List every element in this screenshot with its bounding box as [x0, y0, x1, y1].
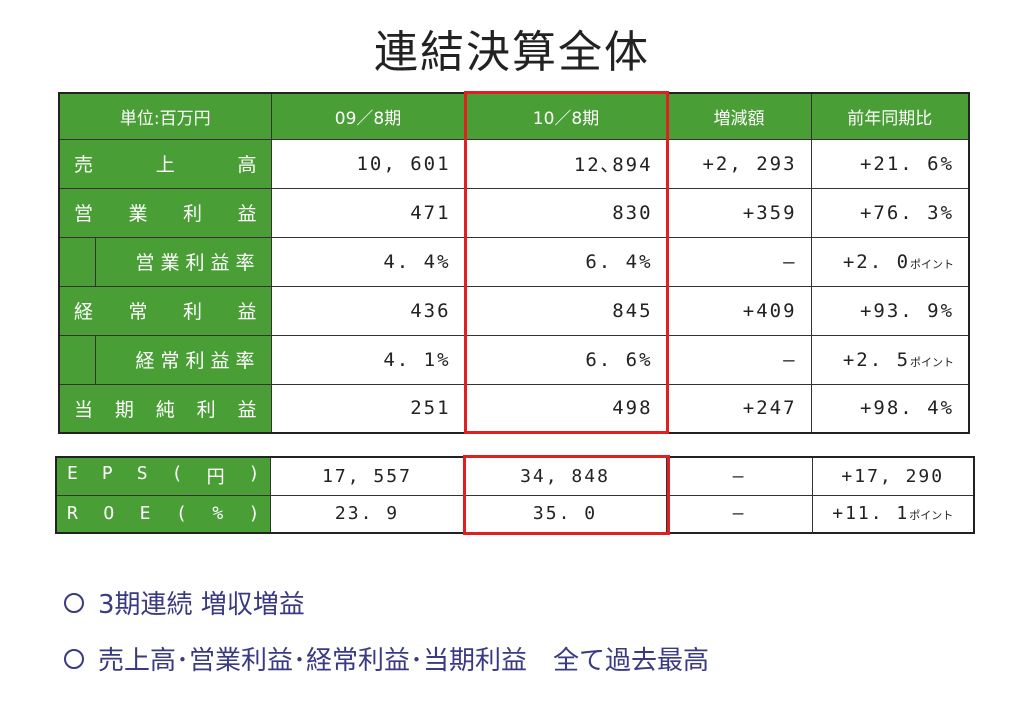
cell-yoy: +93. 9%: [810, 285, 970, 336]
cell-yoy: +98. 4%: [810, 383, 970, 434]
cell-yoy: +2. 5ポイント: [810, 334, 970, 385]
label-char: ): [248, 463, 260, 485]
cell-10: 830: [464, 187, 668, 238]
label-char: 益: [237, 398, 257, 421]
row-label: E P S ( 円): [55, 456, 271, 496]
label-char: %: [212, 503, 224, 525]
bullet-2: 売上高･営業利益･経常利益･当期利益 全て過去最高: [64, 640, 709, 677]
label-char: 益: [237, 301, 257, 323]
point-suffix: ポイント: [909, 509, 954, 523]
label-char: 常: [128, 301, 148, 323]
table-row: 営 業 利 益 471 830 +359 +76. 3%: [58, 187, 970, 238]
label-char: R: [67, 503, 78, 525]
row-label-sub: 営業利益率: [94, 236, 272, 287]
row-label-sub: 経常利益率: [94, 334, 272, 385]
cell-10: 35. 0: [463, 494, 667, 534]
label-char: 当: [74, 398, 94, 421]
cell-09: 23. 9: [269, 494, 465, 534]
page-title: 連結決算全体: [374, 27, 650, 78]
label-char: 営: [74, 203, 94, 225]
row-label: 経常利益: [58, 285, 272, 336]
cell-yoy: +17, 290: [811, 456, 975, 496]
row-label: 売上高: [58, 138, 272, 189]
eps-roe-table: E P S ( 円) 17, 557 34, 848— +17, 290 R O E (%) 23. 9…: [55, 456, 975, 534]
cell-10: 845: [464, 285, 668, 336]
point-suffix: ポイント: [910, 355, 955, 369]
cell-diff: +2, 293: [666, 138, 812, 189]
header-diff: 増減額: [666, 92, 812, 140]
circle-bullet-icon: [64, 648, 84, 669]
financial-summary-table: 単位:百万円 09／8期 10／8期 増減額 前年同期比 売 上 高 10, 601 1…: [58, 92, 971, 434]
label-char: 利: [183, 301, 203, 323]
row-label-indent: [58, 334, 96, 385]
cell-yoy: +21. 6%: [810, 138, 970, 189]
bullet-1: 3期連続 増収増益: [64, 584, 305, 621]
table-row: 当期純利益 251 498 +247 +98. 4%: [58, 383, 970, 434]
bullet-1-text: 3期連続 増収増益: [98, 590, 305, 620]
cell-09: 4. 4%: [270, 236, 466, 287]
table-header-row: 単位:百万円 09／8期 10／8期 増減額 前年同期比: [58, 92, 970, 140]
label-char: 業: [128, 203, 148, 225]
cell-diff: —: [666, 334, 812, 385]
table-row: R O E (%) 23. 9 35. 0— +11. 1ポイント: [55, 494, 975, 534]
cell-10: 498: [464, 383, 668, 434]
cell-09: 17, 557: [269, 456, 465, 496]
header-yoy: 前年同期比: [810, 92, 970, 140]
table-row: 経 常 利 益 436 845 +409 +93. 9%: [58, 285, 970, 336]
label-char: E: [67, 463, 78, 485]
circle-bullet-icon: [64, 592, 84, 613]
label-char: (: [175, 503, 187, 525]
header-10: 10／8期: [464, 92, 668, 140]
row-label: 当期純利益: [58, 383, 272, 434]
label-char: 売: [74, 154, 94, 176]
label-char: 利: [196, 398, 216, 421]
cell-diff: +247: [666, 383, 812, 434]
cell-diff: —: [665, 456, 813, 496]
row-label: R O E (%): [55, 494, 271, 534]
cell-10: 6. 6%: [464, 334, 668, 385]
cell-10: 12､894: [464, 138, 668, 189]
cell-09: 4. 1%: [270, 334, 466, 385]
row-label: 営業利益: [58, 187, 272, 238]
cell-yoy: +11. 1ポイント: [811, 494, 975, 534]
label-char: E: [139, 503, 151, 525]
label-char: 上: [155, 154, 175, 176]
label-char: S: [136, 463, 148, 485]
cell-diff: —: [666, 236, 812, 287]
cell-diff: +409: [666, 285, 812, 336]
cell-09: 251: [270, 383, 466, 434]
label-char: (: [171, 463, 183, 485]
cell-diff: —: [665, 494, 813, 534]
cell-09: 471: [270, 187, 466, 238]
label-char: 益: [237, 203, 257, 225]
label-char: 高: [237, 154, 257, 176]
label-char: 円: [206, 467, 225, 489]
bullet-2-text: 売上高･営業利益･経常利益･当期利益 全て過去最高: [98, 646, 710, 676]
cell-10: 6. 4%: [464, 236, 668, 287]
cell-diff: +359: [666, 187, 812, 238]
header-unit: 単位:百万円: [58, 92, 272, 140]
label-char: 利: [183, 203, 203, 225]
row-label-indent: [58, 236, 96, 287]
header-09: 09／8期: [270, 92, 466, 140]
label-char: 経: [74, 301, 94, 323]
cell-09: 10, 601: [270, 138, 466, 189]
label-char: P: [101, 463, 113, 485]
cell-yoy: +2. 0ポイント: [810, 236, 970, 287]
cell-09: 436: [270, 285, 466, 336]
label-char: 期: [114, 398, 134, 421]
table-row: 経常利益率 4. 1% 6. 6% — +2. 5ポイント: [58, 334, 970, 385]
point-suffix: ポイント: [910, 257, 955, 271]
label-char: 純: [155, 398, 175, 421]
label-char: O: [103, 503, 115, 525]
cell-yoy: +76. 3%: [810, 187, 970, 238]
table-row: 売 上 高 10, 601 12､894 +2, 293 +21. 6%: [58, 138, 970, 189]
table-row: 営業利益率 4. 4% 6. 4% — +2. 0ポイント: [58, 236, 970, 287]
table-row: E P S ( 円) 17, 557 34, 848— +17, 290: [55, 456, 975, 496]
label-char: ): [248, 503, 260, 525]
cell-10: 34, 848: [463, 456, 667, 496]
